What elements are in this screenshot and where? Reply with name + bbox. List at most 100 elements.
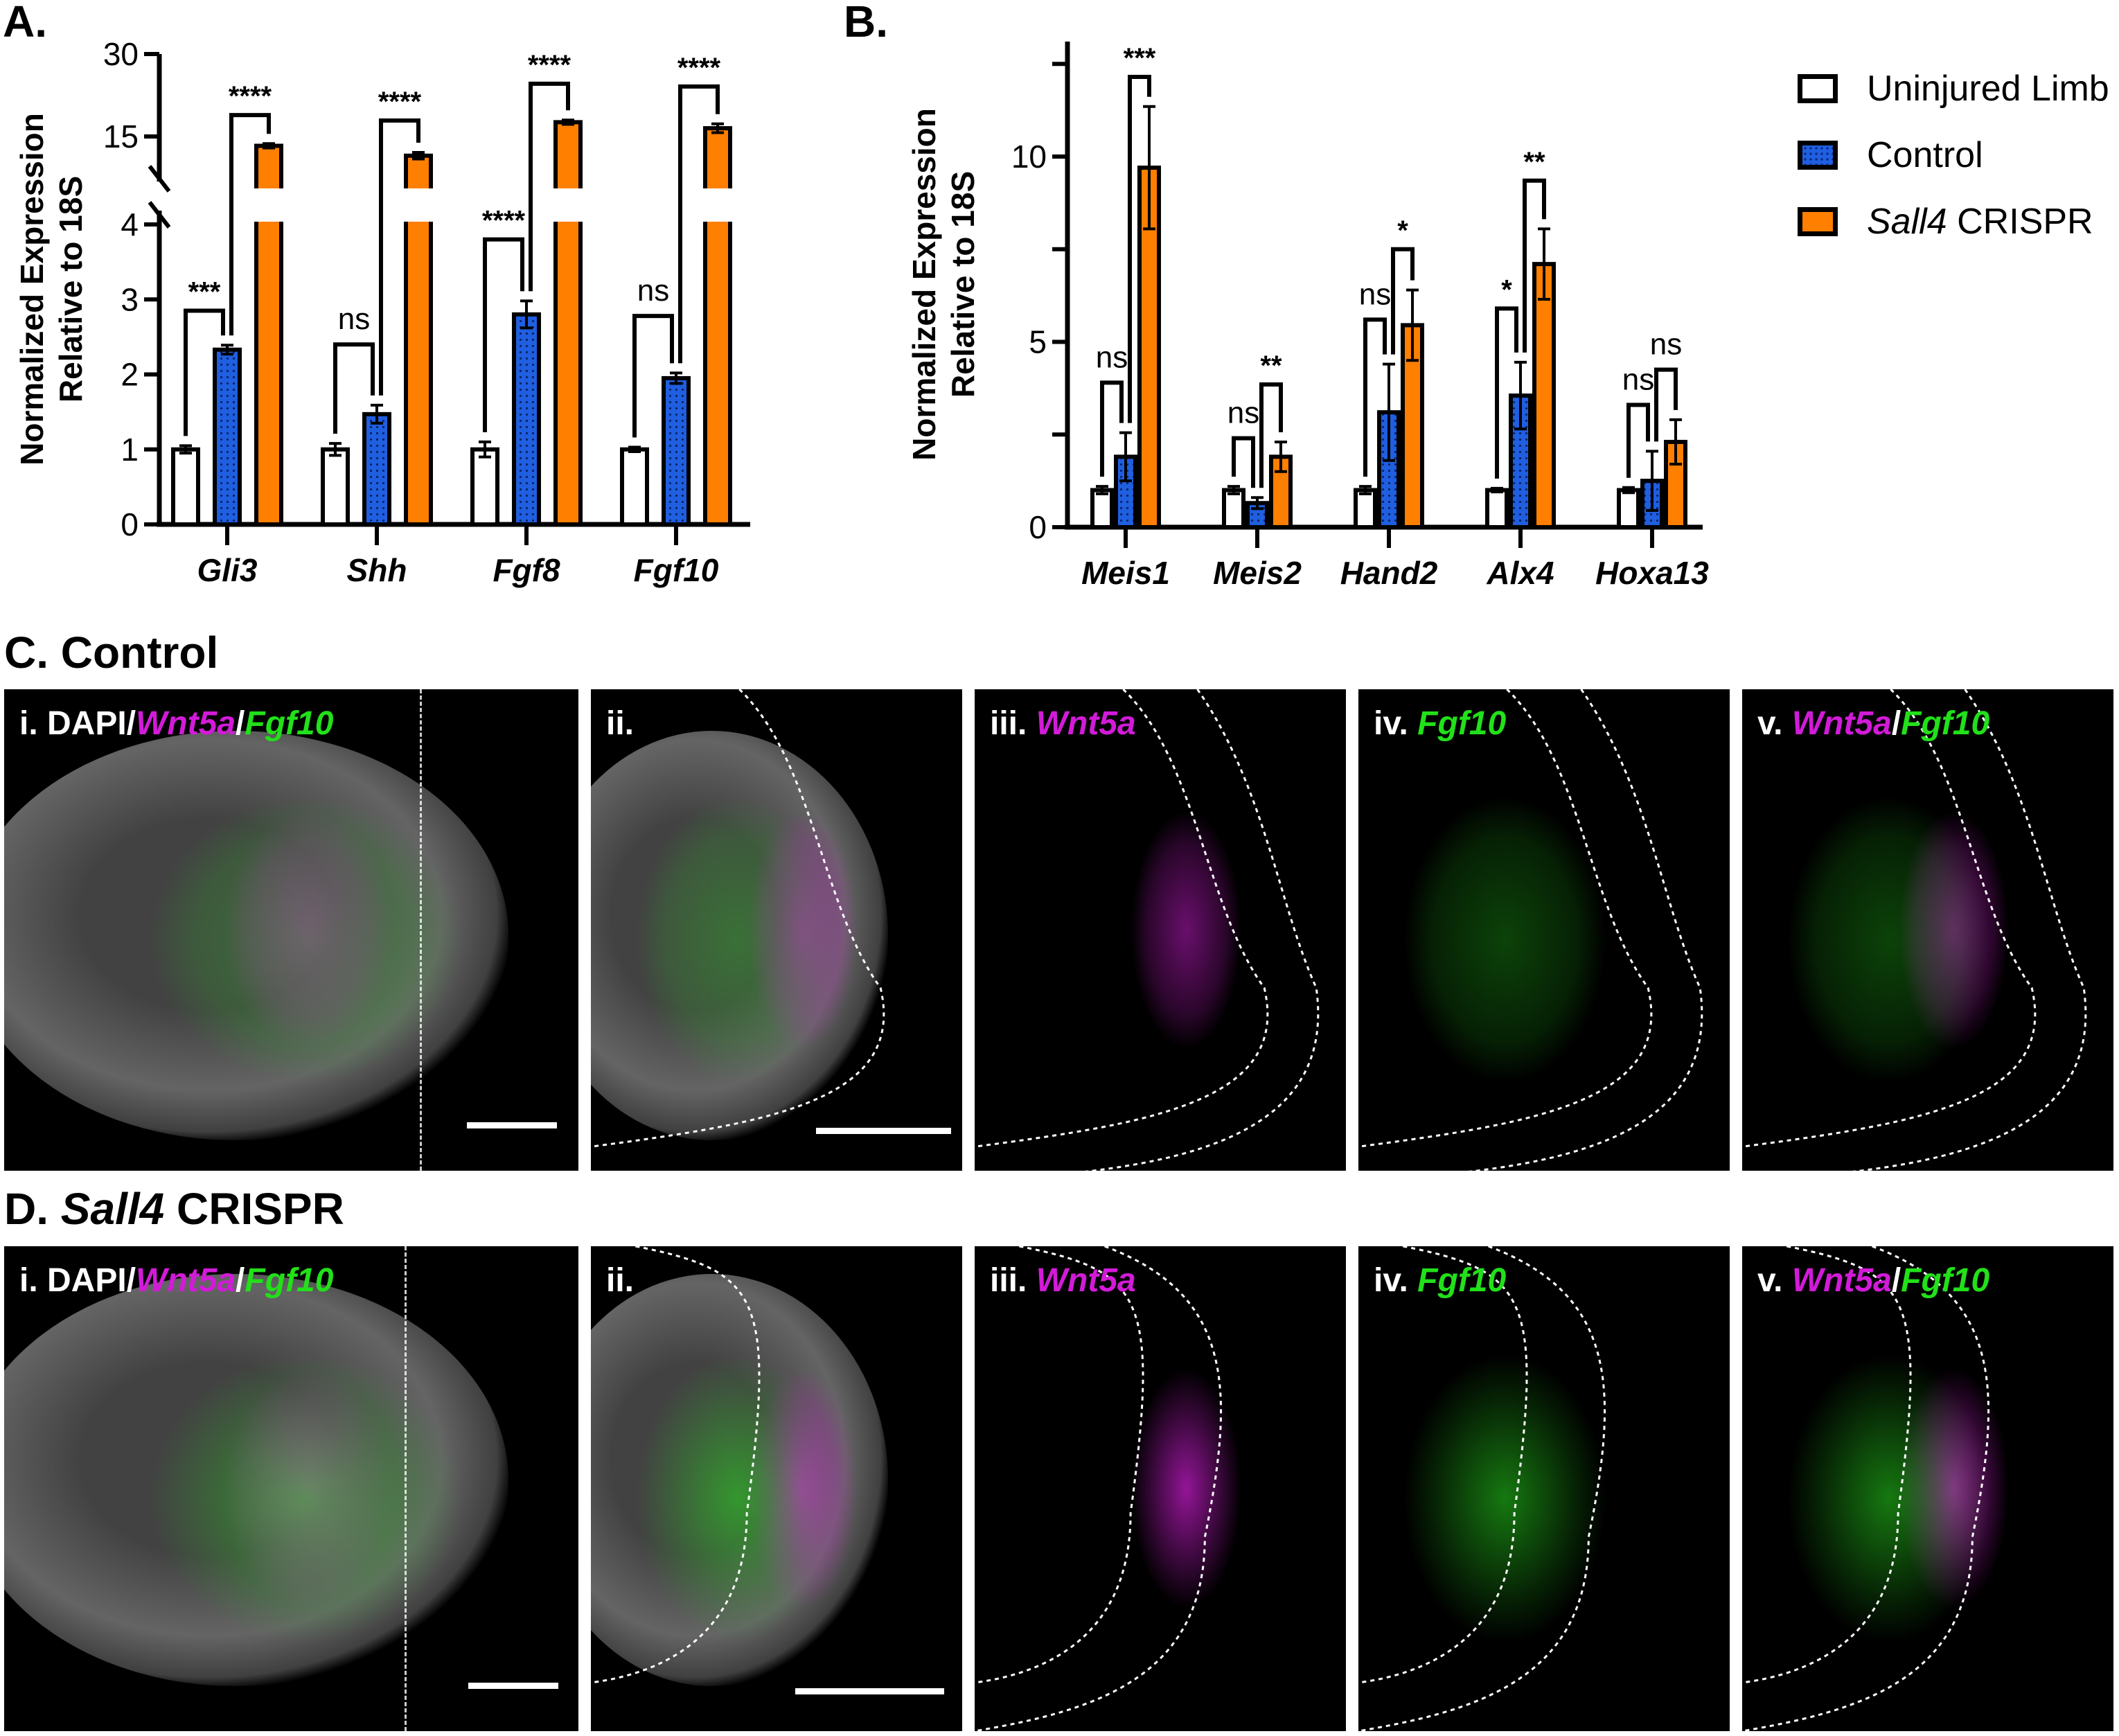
wnt5a-signal <box>1898 809 2010 1051</box>
axis-break-gap <box>702 188 734 222</box>
x-tick-label: Fgf8 <box>493 552 560 588</box>
axis-break-gap <box>552 188 584 222</box>
significance-label: **** <box>378 87 422 117</box>
panel-d-4: iv. Fgf10 <box>1358 1246 1730 1731</box>
x-tick-label: Gli3 <box>197 552 258 588</box>
y-tick-label: 4 <box>121 206 139 242</box>
wnt5a-label: Wnt5a <box>1036 1262 1136 1299</box>
y-axis-label: Relative to 18S <box>945 171 981 398</box>
y-axis-label: Normalized Expression <box>906 108 942 461</box>
x-tick-label: Alx4 <box>1486 555 1554 591</box>
bar-uninjured <box>321 447 350 526</box>
significance-label: ns <box>1227 396 1259 430</box>
bar-uninjured <box>1222 488 1245 529</box>
tissue-outline <box>1358 1246 1606 1731</box>
fgf10-label: Fgf10 <box>1901 705 1990 742</box>
significance-label: * <box>1501 274 1512 305</box>
section-prefix: C. <box>4 628 48 677</box>
significance-label: ns <box>1096 340 1128 374</box>
significance-label: ns <box>1650 328 1682 362</box>
significance-bracket <box>1654 367 1678 442</box>
significance-bracket <box>1232 436 1255 488</box>
wnt5a-label: Wnt5a <box>1791 705 1892 742</box>
bar-uninjured <box>1354 488 1377 529</box>
panel-number: i. <box>19 1262 38 1299</box>
significance-label: ** <box>1260 351 1282 381</box>
x-tick-label: Hoxa13 <box>1595 555 1709 591</box>
fgf10-signal <box>635 795 840 1084</box>
axis-break-mark <box>148 165 171 193</box>
axis-break-mark <box>148 201 171 229</box>
x-tick-label: Hand2 <box>1340 555 1438 591</box>
bar-uninjured <box>620 447 649 526</box>
y-tick-label: 5 <box>1029 324 1047 360</box>
significance-bracket <box>1391 247 1415 355</box>
x-tick-label: Shh <box>347 552 407 588</box>
significance-label: **** <box>677 53 721 83</box>
panel-d-1: i. DAPI/Wnt5a/Fgf10 <box>4 1246 578 1731</box>
fgf10-signal <box>1403 795 1608 1084</box>
section-title: Control <box>60 628 219 677</box>
panel-tag: iv. Fgf10 <box>1374 1261 1506 1300</box>
fgf10-signal <box>1403 1353 1608 1644</box>
x-tick-label: Fgf10 <box>634 552 719 588</box>
wnt5a-signal <box>222 809 395 1051</box>
y-tick-label: 2 <box>121 357 139 393</box>
panel-c-4: iv. Fgf10 <box>1358 689 1730 1171</box>
fgf10-label: Fgf10 <box>245 1262 334 1299</box>
y-tick-label: 1 <box>121 432 139 468</box>
panel-number: v. <box>1757 705 1783 742</box>
bar-uninjured <box>1090 488 1114 529</box>
panel-number: ii. <box>606 705 635 742</box>
legend-label: Uninjured Limb <box>1867 69 2109 109</box>
bar-uninjured <box>171 447 200 526</box>
bar-sall4-crispr <box>553 120 583 526</box>
legend-item-sall4-crispr: Sall4 CRISPR <box>1798 188 2109 255</box>
panel-number: iii. <box>990 705 1027 742</box>
significance-bracket <box>529 81 570 292</box>
wnt5a-label: Wnt5a <box>1791 1262 1892 1299</box>
legend: Uninjured Limb Control Sall4 CRISPR <box>1798 55 2109 255</box>
legend-item-uninjured: Uninjured Limb <box>1798 55 2109 122</box>
panel-tag: i. DAPI/Wnt5a/Fgf10 <box>19 1261 333 1300</box>
panel-c-2: ii. <box>591 689 962 1171</box>
significance-bracket <box>483 237 524 432</box>
tissue-outline <box>1358 689 1703 1171</box>
tissue-outline <box>591 1246 761 1684</box>
significance-bracket <box>1495 306 1518 479</box>
bar-sall4-crispr <box>1532 262 1556 529</box>
wnt5a-label: Wnt5a <box>1036 705 1136 742</box>
fgf10-label: Fgf10 <box>1417 705 1507 742</box>
bar-uninjured <box>1617 488 1640 529</box>
bar-uninjured <box>470 447 499 526</box>
panel-number: v. <box>1757 1262 1783 1299</box>
bar-control <box>512 312 541 526</box>
significance-label: * <box>1397 215 1408 246</box>
significance-label: **** <box>482 206 526 236</box>
significance-bracket <box>379 118 420 396</box>
wnt5a-label: Wnt5a <box>136 1262 236 1299</box>
tissue-outline <box>591 689 885 1148</box>
panel-d-5: v. Wnt5a/Fgf10 <box>1742 1246 2113 1731</box>
fgf10-label: Fgf10 <box>1417 1262 1507 1299</box>
significance-bracket <box>1128 74 1151 423</box>
tissue-outline <box>1742 1246 1990 1731</box>
significance-bracket <box>184 308 225 436</box>
y-axis-label: Relative to 18S <box>53 176 89 402</box>
panel-label-b: B. <box>844 0 888 46</box>
bar-control <box>362 411 391 526</box>
dapi-label: DAPI/ <box>47 705 136 742</box>
y-tick-label: 30 <box>103 36 139 72</box>
panel-tag: ii. <box>606 1261 634 1300</box>
section-prefix: D. <box>4 1184 48 1234</box>
panel-tag: v. Wnt5a/Fgf10 <box>1757 1261 1989 1300</box>
panel-d-2: ii. <box>591 1246 962 1731</box>
panel-tag: i. DAPI/Wnt5a/Fgf10 <box>19 705 333 743</box>
panel-tag: ii. <box>606 705 634 743</box>
significance-label: ns <box>338 302 370 336</box>
tissue-outline <box>975 689 1320 1171</box>
section-title: CRISPR <box>177 1184 344 1234</box>
legend-label: Control <box>1867 135 1983 175</box>
significance-bracket <box>1626 402 1650 478</box>
